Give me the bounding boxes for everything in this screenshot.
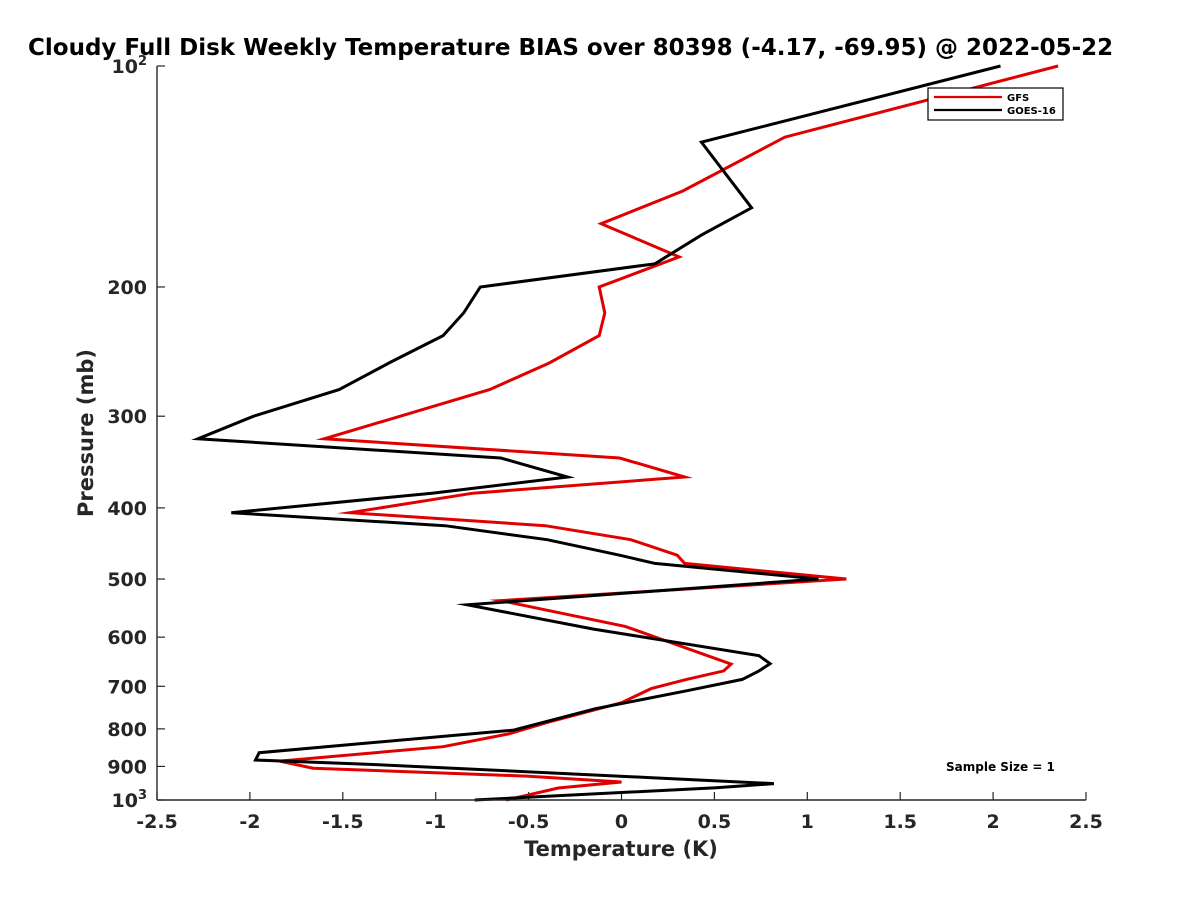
sample-size-annotation: Sample Size = 1 — [946, 760, 1055, 774]
legend-label-gfs: GFS — [1007, 93, 1029, 104]
x-tick-label: 0.5 — [698, 811, 732, 833]
y-axis-ticks: 102 200 300 400 500 600 700 800 900 103 — [107, 54, 165, 812]
y-tick-label: 300 — [107, 406, 147, 428]
series-layer — [191, 64, 1059, 802]
x-tick-label: 1.5 — [883, 811, 917, 833]
y-tick-label: 700 — [107, 676, 147, 698]
x-tick-label: 2.5 — [1069, 811, 1103, 833]
y-tick-label: 800 — [107, 719, 147, 741]
x-tick-label: -1 — [425, 811, 446, 833]
x-axis-label: Temperature (K) — [524, 837, 718, 861]
legend-box — [927, 87, 1064, 121]
x-tick-label: -2 — [239, 811, 260, 833]
x-tick-label: 2 — [986, 811, 999, 833]
y-tick-label: 102 — [112, 54, 148, 78]
x-axis-ticks: -2.5 -2 -1.5 -1 -0.5 0 0.5 1 1.5 2 2.5 — [136, 792, 1103, 833]
series-line-goes16 — [191, 64, 1001, 802]
y-tick-label: 900 — [107, 756, 147, 778]
y-tick-label: 600 — [107, 627, 147, 649]
legend-label-goes16: GOES-16 — [1007, 106, 1056, 117]
x-tick-label: -2.5 — [136, 811, 178, 833]
legend: GFS GOES-16 — [927, 87, 1064, 121]
chart-title: Cloudy Full Disk Weekly Temperature BIAS… — [28, 35, 1113, 61]
series-line-gfs — [269, 64, 1059, 802]
y-tick-label: 103 — [112, 788, 148, 812]
y-tick-label: 400 — [107, 498, 147, 520]
y-axis-label: Pressure (mb) — [74, 349, 98, 517]
y-tick-label: 200 — [107, 277, 147, 299]
y-tick-label: 500 — [107, 569, 147, 591]
x-tick-label: -1.5 — [322, 811, 364, 833]
x-tick-label: 0 — [615, 811, 628, 833]
x-tick-label: 1 — [801, 811, 814, 833]
x-tick-label: -0.5 — [508, 811, 550, 833]
